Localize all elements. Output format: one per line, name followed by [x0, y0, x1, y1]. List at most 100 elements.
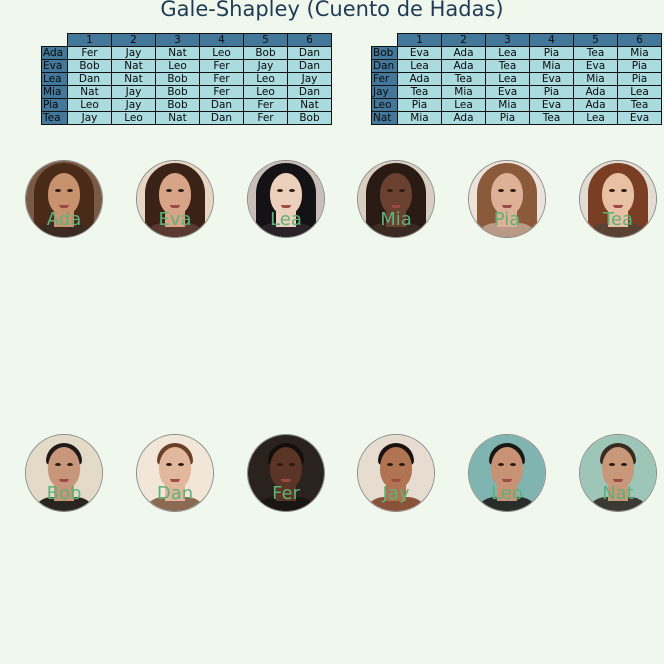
women-preference-cell: Dan: [199, 98, 244, 112]
portrait-face: [270, 447, 302, 489]
portrait-mouth: [281, 479, 291, 482]
women-preference-cell: Fer: [199, 85, 244, 99]
person-name-label: Lea: [270, 209, 302, 230]
portrait-mouth: [59, 205, 69, 208]
portrait-face: [602, 173, 634, 215]
table-row: Eva Bob Nat Leo Fer Jay Dan: [41, 59, 332, 73]
table-row: Dan Lea Ada Tea Mia Eva Pia: [371, 59, 662, 73]
table-row: Jay Tea Mia Eva Pia Ada Lea: [371, 85, 662, 99]
women-preference-cell: Bob: [243, 46, 288, 60]
man-person: Fer: [247, 434, 325, 512]
women-preference-cell: Dan: [287, 46, 332, 60]
men-preference-cell: Ada: [397, 72, 442, 86]
women-preference-cell: Jay: [287, 72, 332, 86]
women-preference-cell: Bob: [155, 72, 200, 86]
women-preference-cell: Bob: [155, 85, 200, 99]
women-preference-cell: Dan: [287, 85, 332, 99]
women-preference-cell: Bob: [287, 111, 332, 125]
men-row-name: Bob: [371, 46, 398, 60]
portrait-eye: [166, 189, 172, 192]
women-row-name: Mia: [41, 85, 68, 99]
women-preference-cell: Dan: [287, 59, 332, 73]
portrait-eye: [55, 189, 61, 192]
portrait-eye: [510, 189, 516, 192]
person-name-label: Bob: [46, 483, 82, 504]
men-preference-cell: Lea: [573, 111, 618, 125]
women-preference-cell: Nat: [111, 59, 156, 73]
men-rank-header: 1: [397, 33, 442, 47]
portrait-eye: [67, 463, 73, 466]
portrait-eye: [609, 189, 615, 192]
women-preference-table: 1 2 3 4 5 6 Ada Fer Jay Nat Leo Bob Dan Eva Bob Nat Leo F…: [41, 33, 332, 125]
men-preference-cell: Tea: [617, 98, 662, 112]
portrait-eye: [67, 189, 73, 192]
men-preference-cell: Tea: [441, 72, 486, 86]
men-preference-cell: Mia: [529, 59, 574, 73]
man-person: Jay: [357, 434, 435, 512]
table-row: Nat Mia Ada Pia Tea Lea Eva: [371, 111, 662, 125]
avatar: [468, 160, 546, 238]
portrait-torso: [32, 497, 96, 511]
portrait-face: [380, 173, 412, 215]
table-row: Leo Pia Lea Mia Eva Ada Tea: [371, 98, 662, 112]
men-row-name: Nat: [371, 111, 398, 125]
avatar: [579, 434, 657, 512]
portrait-mouth: [391, 205, 401, 208]
men-rank-header: 6: [617, 33, 662, 47]
woman-person: Lea: [247, 160, 325, 238]
portrait-face: [380, 447, 412, 489]
avatar: [25, 160, 103, 238]
women-row-name: Eva: [41, 59, 68, 73]
person-name-label: Mia: [380, 209, 412, 230]
men-preference-cell: Tea: [397, 85, 442, 99]
men-preference-cell: Lea: [485, 46, 530, 60]
women-preference-cell: Bob: [155, 98, 200, 112]
portrait-eye: [399, 189, 405, 192]
portrait-mouth: [170, 479, 180, 482]
men-preference-cell: Lea: [485, 72, 530, 86]
men-preference-cell: Eva: [397, 46, 442, 60]
men-preference-cell: Mia: [441, 85, 486, 99]
men-preference-cell: Lea: [617, 85, 662, 99]
portrait-eye: [498, 189, 504, 192]
portrait-eye: [387, 463, 393, 466]
person-name-label: Eva: [158, 209, 192, 230]
woman-person: Pia: [468, 160, 546, 238]
women-preference-cell: Bob: [67, 59, 112, 73]
women-preference-cell: Jay: [111, 98, 156, 112]
men-preference-cell: Tea: [485, 59, 530, 73]
men-rank-header: 2: [441, 33, 486, 47]
portrait-eye: [621, 463, 627, 466]
portrait-eye: [621, 189, 627, 192]
men-preference-cell: Pia: [397, 98, 442, 112]
portrait-eye: [387, 189, 393, 192]
person-name-label: Leo: [491, 483, 523, 504]
men-preference-cell: Ada: [441, 111, 486, 125]
person-name-label: Jay: [382, 483, 410, 504]
portrait-face: [270, 173, 302, 215]
men-rank-header: 3: [485, 33, 530, 47]
women-rank-header: 5: [243, 33, 288, 47]
men-preference-cell: Pia: [617, 72, 662, 86]
portrait-mouth: [502, 479, 512, 482]
avatar: [468, 434, 546, 512]
women-preference-cell: Jay: [67, 111, 112, 125]
portrait-torso: [254, 223, 318, 237]
women-preference-cell: Fer: [199, 59, 244, 73]
women-preference-cell: Fer: [199, 72, 244, 86]
portrait-mouth: [59, 479, 69, 482]
woman-person: Ada: [25, 160, 103, 238]
portrait-neck: [54, 485, 74, 501]
women-row-name: Ada: [41, 46, 68, 60]
portrait-mouth: [613, 479, 623, 482]
portrait-torso: [586, 223, 650, 237]
portrait-torso: [475, 223, 539, 237]
men-preference-cell: Eva: [617, 111, 662, 125]
table-row: Ada Fer Jay Nat Leo Bob Dan: [41, 46, 332, 60]
portrait-eye: [55, 463, 61, 466]
men-preference-cell: Mia: [485, 98, 530, 112]
portrait-neck: [54, 211, 74, 227]
portrait-eye: [498, 463, 504, 466]
women-preference-cell: Fer: [243, 111, 288, 125]
